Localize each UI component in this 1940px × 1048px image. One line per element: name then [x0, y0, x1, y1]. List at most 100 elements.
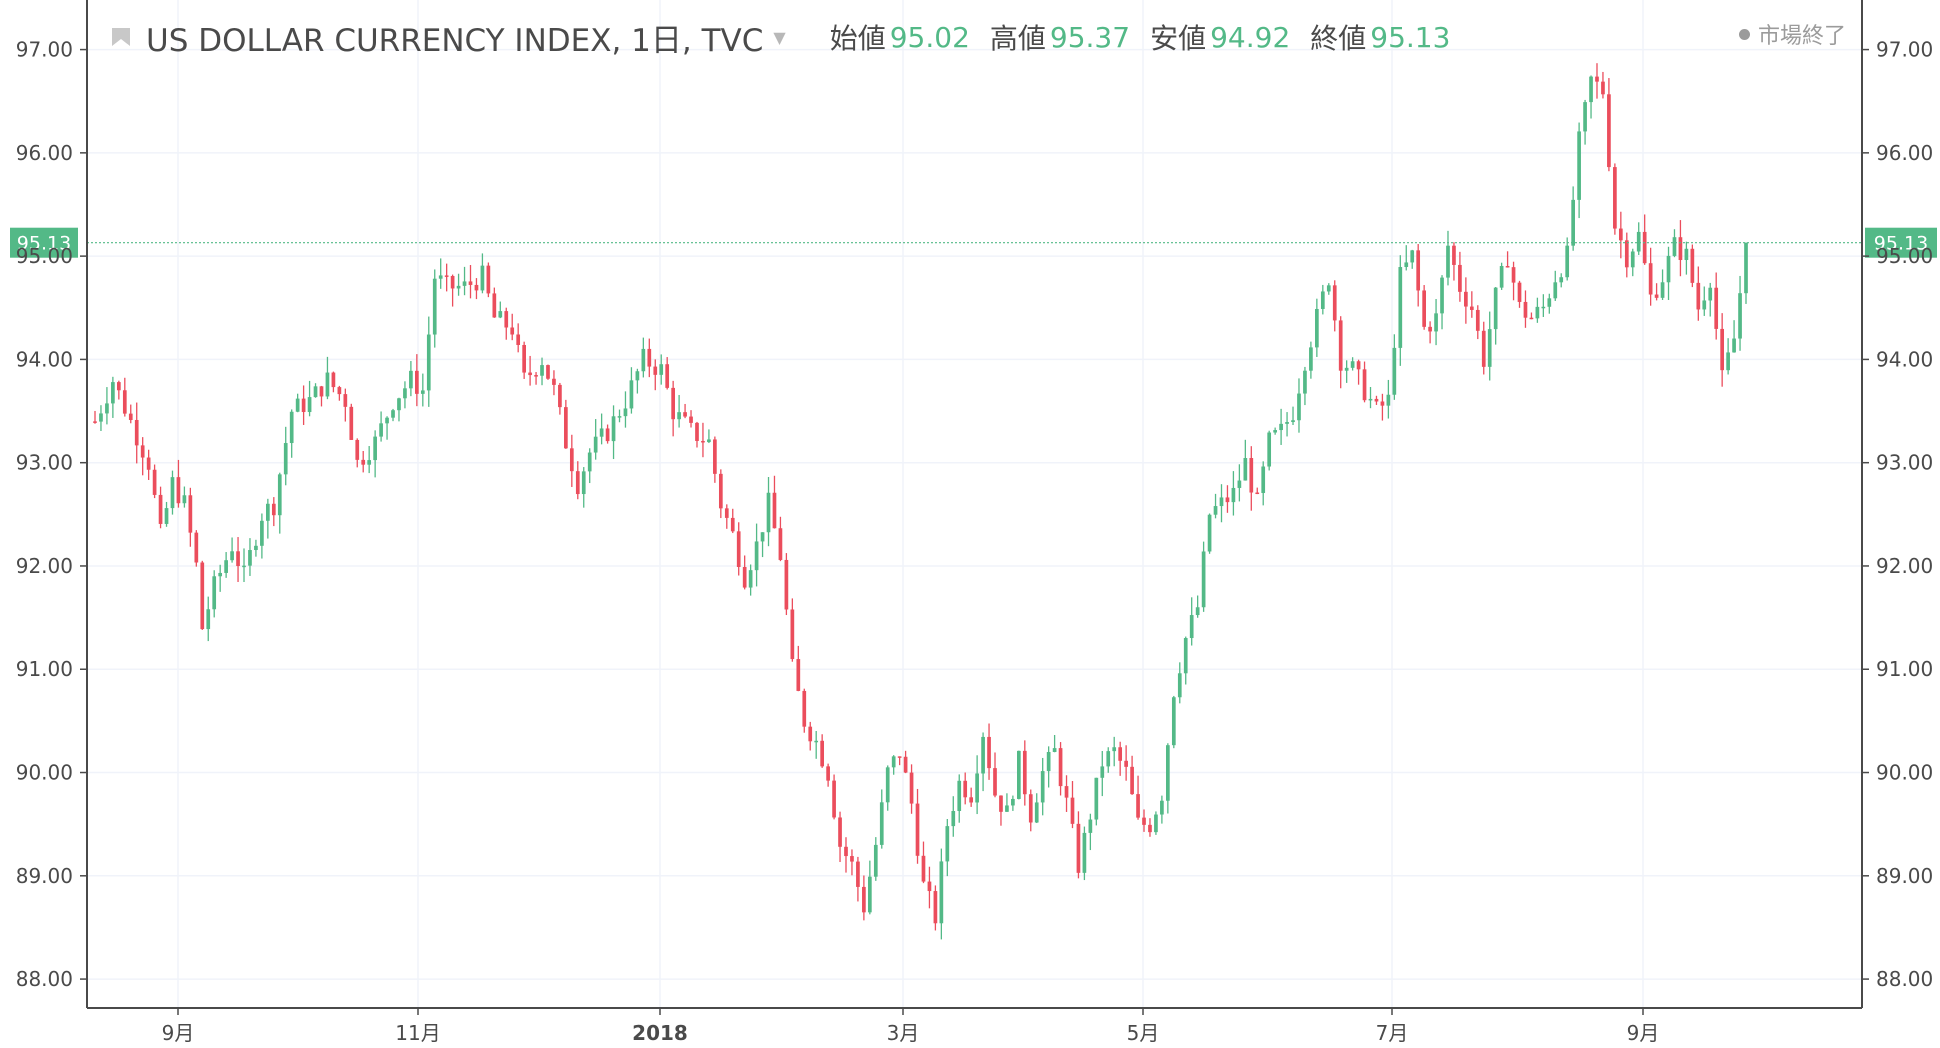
candle-body: [134, 420, 139, 446]
candle-body: [665, 364, 670, 388]
candle: [772, 475, 777, 529]
candle-body: [1040, 771, 1045, 803]
candle-body: [480, 265, 485, 291]
candle-body: [689, 416, 693, 423]
candle: [1213, 493, 1218, 519]
candle: [1595, 63, 1599, 99]
candle: [182, 486, 187, 508]
chevron-down-icon[interactable]: ▼: [773, 27, 786, 47]
x-tick-label: 2018: [632, 1021, 688, 1045]
candle-body: [635, 371, 640, 381]
candle: [1565, 237, 1570, 281]
candle: [152, 464, 157, 499]
candle-body: [909, 772, 914, 804]
candle: [1362, 361, 1367, 403]
candle-body: [1714, 287, 1719, 329]
candle-body: [1464, 291, 1468, 307]
candle-body: [540, 365, 544, 376]
candle-body: [1005, 805, 1009, 812]
candle-body: [1636, 231, 1641, 252]
y-tick-label: 95.00: [16, 244, 73, 268]
candle-body: [1219, 497, 1224, 507]
candle: [194, 530, 199, 567]
candle-body: [188, 495, 193, 533]
candle-body: [242, 565, 246, 568]
candle-body: [546, 365, 550, 379]
candle: [385, 416, 389, 440]
candle: [1529, 312, 1534, 320]
candle-body: [963, 780, 968, 798]
candle-body: [373, 436, 377, 461]
candle: [713, 436, 717, 483]
candle-body: [1166, 745, 1170, 801]
candle: [1469, 291, 1474, 318]
candle: [1082, 826, 1087, 881]
candle: [1696, 266, 1701, 321]
candle: [224, 552, 228, 578]
candle-body: [385, 417, 389, 424]
candle: [1505, 251, 1510, 268]
candle-body: [653, 366, 658, 375]
candle-body: [1118, 747, 1123, 761]
candle-body: [1416, 250, 1421, 291]
candle-body: [683, 412, 687, 417]
y-tick-label: 95.00: [1876, 244, 1933, 268]
candle-body: [1595, 76, 1599, 82]
candle: [1708, 282, 1713, 317]
candle: [1022, 740, 1027, 806]
candle-body: [605, 428, 610, 442]
candle-body: [1398, 267, 1403, 348]
candle: [361, 450, 366, 473]
candle-body: [522, 344, 526, 373]
candle: [724, 504, 729, 529]
candle: [975, 755, 979, 815]
candle-body: [1553, 282, 1558, 299]
y-tick-label: 93.00: [16, 451, 73, 475]
x-axis: 9月 11月 2018 3月 5月 7月 9月: [87, 1007, 1862, 1045]
candle-body: [1738, 293, 1742, 339]
candle-body: [289, 411, 294, 444]
candle: [1440, 275, 1444, 330]
candle-body: [1016, 750, 1021, 799]
candle-body: [146, 457, 151, 470]
candle: [957, 774, 962, 823]
candle: [569, 434, 574, 487]
symbol-title[interactable]: US DOLLAR CURRENCY INDEX, 1日, TVC: [146, 22, 764, 59]
candle-body: [367, 460, 372, 465]
candle-body: [504, 311, 509, 328]
candle: [617, 409, 622, 423]
candle-body: [1392, 347, 1397, 395]
candle: [1100, 751, 1105, 797]
candle: [1040, 757, 1045, 816]
candle-body: [1642, 231, 1647, 264]
candle-body: [1142, 817, 1146, 825]
candle-body: [1297, 393, 1301, 421]
candle: [1118, 741, 1123, 776]
candle: [879, 789, 884, 849]
candle: [271, 497, 276, 527]
candle-body: [736, 531, 741, 567]
candle-body: [1112, 747, 1117, 752]
candle-body: [140, 445, 145, 458]
candle-body: [814, 740, 819, 743]
candle: [873, 837, 878, 881]
candle-body: [957, 780, 962, 812]
candle: [474, 278, 479, 300]
candle-body: [1362, 369, 1367, 401]
candle: [1148, 818, 1152, 837]
candle: [653, 359, 658, 391]
candle: [1535, 297, 1540, 323]
candle-body: [867, 876, 872, 913]
candle-body: [1088, 819, 1093, 833]
y-tick-label: 92.00: [1876, 554, 1933, 578]
candle-body: [784, 559, 789, 610]
candle: [1267, 430, 1272, 471]
candle-body: [1237, 480, 1242, 488]
candle-body: [921, 855, 926, 882]
candle-body: [1732, 338, 1736, 353]
candle-body: [355, 439, 360, 460]
flag-icon[interactable]: [110, 26, 132, 48]
candle: [1344, 360, 1349, 383]
candle-body: [420, 390, 425, 394]
